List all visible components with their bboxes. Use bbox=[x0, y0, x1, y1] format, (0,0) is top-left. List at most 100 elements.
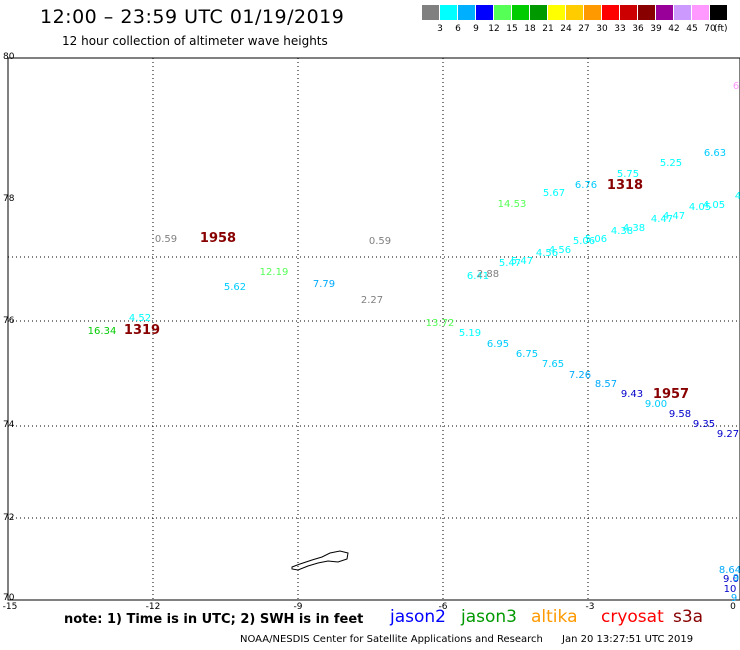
wave-height-label: 8.57 bbox=[595, 379, 617, 390]
legend-label: 9 bbox=[473, 24, 479, 34]
wave-height-label: 9.0 bbox=[723, 574, 739, 585]
wave-height-label: 4.05 bbox=[703, 200, 725, 211]
legend-swatch bbox=[656, 5, 674, 20]
credit-text: NOAA/NESDIS Center for Satellite Applica… bbox=[240, 634, 543, 645]
legend-swatch bbox=[584, 5, 602, 20]
wave-height-label: 5.06 bbox=[573, 236, 595, 247]
wave-height-label: 0.59 bbox=[369, 236, 391, 247]
wave-height-label: 10 bbox=[724, 584, 737, 595]
wave-height-label: 7.65 bbox=[542, 359, 564, 370]
wave-height-label: 9.00 bbox=[645, 399, 667, 410]
color-legend: 3 6 9 12 15 18 21 24 27 30 33 36 39 42 45 70 (ft) bbox=[422, 5, 728, 34]
x-tick-label: -15 bbox=[3, 602, 18, 612]
wave-height-label: 9.43 bbox=[621, 389, 643, 400]
wave-height-label: 9.58 bbox=[669, 409, 691, 420]
legend-swatch bbox=[422, 5, 440, 20]
legend-swatch bbox=[638, 5, 656, 20]
x-tick-label: -9 bbox=[294, 602, 303, 612]
y-tick-label: 76 bbox=[3, 316, 15, 326]
satellite-jason2: jason2 bbox=[390, 607, 446, 627]
wave-height-label: 6.76 bbox=[575, 180, 597, 191]
time-label: 1958 bbox=[200, 231, 236, 246]
wave-height-label: 16.34 bbox=[88, 326, 117, 337]
wave-height-label: 4.38 bbox=[611, 226, 633, 237]
legend-label: 21 bbox=[542, 24, 554, 34]
wave-height-label: 4 bbox=[735, 191, 740, 202]
legend-label: 36 bbox=[632, 24, 644, 34]
wave-height-label: 6.75 bbox=[516, 349, 538, 360]
y-tick-label: 74 bbox=[3, 420, 15, 430]
time-label: 1319 bbox=[124, 323, 160, 338]
wave-height-label: 4.52 bbox=[129, 313, 151, 324]
wave-height-label: 13.72 bbox=[426, 318, 455, 329]
wave-height-label: 5.47 bbox=[499, 258, 521, 269]
legend-swatch bbox=[548, 5, 566, 20]
legend-label: 33 bbox=[614, 24, 626, 34]
y-tick-label: 70 bbox=[3, 593, 15, 603]
wave-height-label: 0.59 bbox=[155, 234, 177, 245]
legend-swatches bbox=[422, 5, 728, 20]
map-grid bbox=[8, 58, 740, 600]
legend-swatch bbox=[692, 5, 710, 20]
observation-labels: 0.59 1958 0.59 12.19 5.62 7.79 2.27 4.52 16.34 13… bbox=[88, 81, 740, 604]
time-label: 1318 bbox=[607, 178, 643, 193]
wave-height-label: 9 bbox=[733, 573, 739, 584]
wave-height-label: 5.67 bbox=[543, 188, 565, 199]
satellite-altika: altika bbox=[531, 607, 578, 627]
legend-label: 27 bbox=[578, 24, 590, 34]
wave-height-label: 5.19 bbox=[459, 328, 481, 339]
wave-height-label: 4.47 bbox=[663, 211, 685, 222]
y-tick-label: 80 bbox=[3, 52, 15, 62]
legend-label: 18 bbox=[524, 24, 536, 34]
coastline-island bbox=[291, 550, 349, 571]
wave-height-label: 4.47 bbox=[651, 214, 673, 225]
legend-swatch bbox=[710, 5, 728, 20]
satellite-jason3: jason3 bbox=[461, 607, 517, 627]
legend-swatch bbox=[440, 5, 458, 20]
wave-height-label: 8.64 bbox=[719, 565, 740, 576]
satellite-s3a: s3a bbox=[673, 607, 704, 627]
wave-height-label: 4.38 bbox=[623, 223, 645, 234]
wave-height-label: 14.53 bbox=[498, 199, 527, 210]
wave-height-label: 12.19 bbox=[260, 267, 289, 278]
legend-swatch bbox=[494, 5, 512, 20]
wave-height-label: 2.88 bbox=[477, 269, 499, 280]
wave-height-label: 9 bbox=[731, 593, 737, 604]
footer-note: note: 1) Time is in UTC; 2) SWH is in fe… bbox=[64, 612, 364, 627]
wave-height-label: 5.75 bbox=[617, 169, 639, 180]
footer-credit: NOAA/NESDIS Center for Satellite Applica… bbox=[240, 634, 693, 645]
legend-swatch bbox=[620, 5, 638, 20]
wave-height-label: 6.95 bbox=[487, 339, 509, 350]
legend-swatch bbox=[530, 5, 548, 20]
axis-ticks: -15 -12 -9 -6 -3 0 80 78 76 74 72 70 bbox=[3, 52, 736, 612]
wave-height-label: 6.41 bbox=[467, 271, 489, 282]
wave-height-label: 7.79 bbox=[313, 279, 335, 290]
legend-label: 12 bbox=[488, 24, 500, 34]
legend-label: 15 bbox=[506, 24, 518, 34]
x-tick-label: -3 bbox=[586, 602, 595, 612]
wave-height-label: 5.62 bbox=[224, 282, 246, 293]
satellite-cryosat: cryosat bbox=[601, 607, 664, 627]
legend-label: 3 bbox=[437, 24, 443, 34]
legend-label: 24 bbox=[560, 24, 572, 34]
legend-swatch bbox=[512, 5, 530, 20]
wave-height-label: 5.47 bbox=[511, 256, 533, 267]
y-tick-label: 72 bbox=[3, 513, 14, 523]
page-title: 12:00 – 23:59 UTC 01/19/2019 bbox=[40, 6, 345, 28]
x-tick-label: -12 bbox=[146, 602, 161, 612]
legend-label: 30 bbox=[596, 24, 608, 34]
legend-unit: (ft) bbox=[714, 24, 728, 34]
map-frame bbox=[7, 57, 740, 601]
legend-swatch bbox=[566, 5, 584, 20]
wave-height-label: 7.26 bbox=[569, 370, 591, 381]
wave-height-label: 6.63 bbox=[704, 148, 726, 159]
time-label: 1957 bbox=[653, 387, 689, 402]
y-tick-label: 78 bbox=[3, 194, 15, 204]
wave-height-label: 4.56 bbox=[536, 248, 558, 259]
legend-labels: 3 6 9 12 15 18 21 24 27 30 33 36 39 42 45 70 bbox=[422, 24, 740, 38]
legend-label: 42 bbox=[668, 24, 680, 34]
legend-swatch bbox=[602, 5, 620, 20]
wave-height-label: 9.35 bbox=[693, 419, 715, 430]
legend-label: 39 bbox=[650, 24, 662, 34]
